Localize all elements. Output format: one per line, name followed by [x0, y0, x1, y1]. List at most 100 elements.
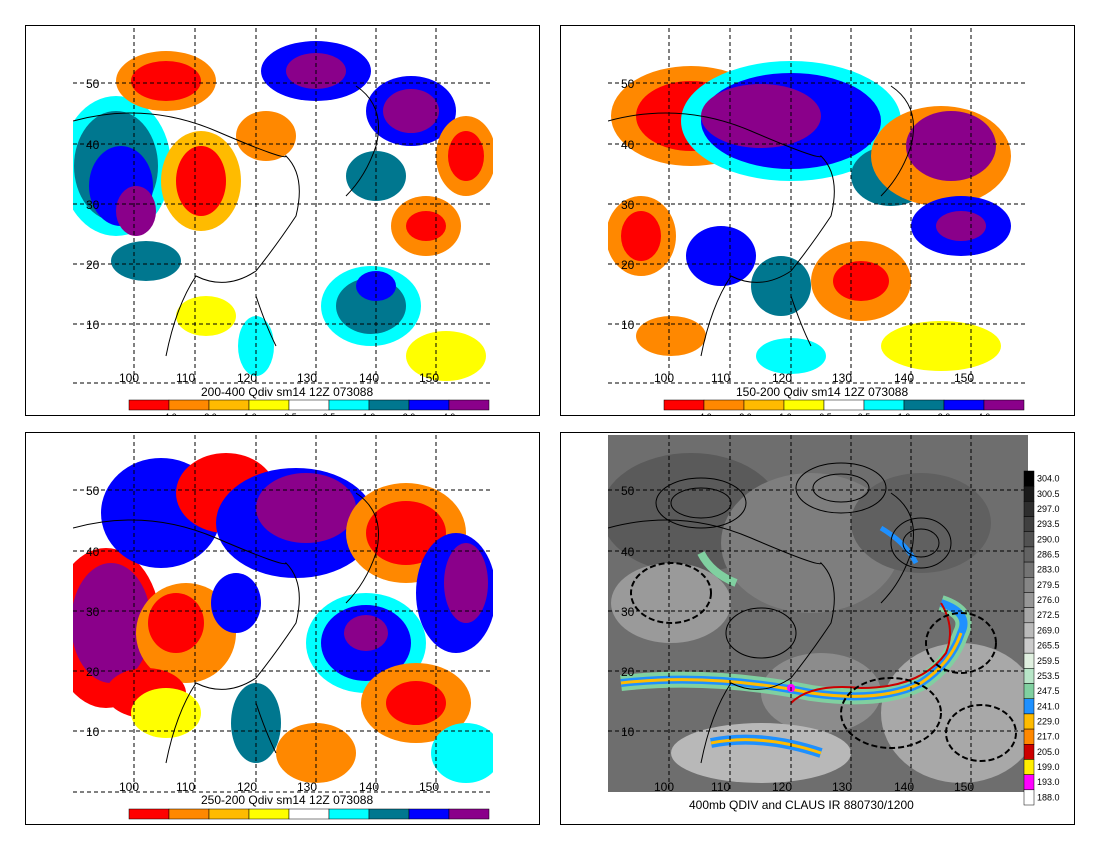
colorbar-swatch	[1023, 728, 1035, 745]
lat-label: 40	[621, 545, 635, 559]
colorbar-label: 2.0	[403, 412, 416, 415]
latitude-labels: 50 40 30 20 10	[621, 484, 635, 739]
panel-caption: 150-200 Qdiv sm14 12Z 073088	[736, 385, 908, 399]
lat-label: 20	[621, 665, 635, 679]
colorbar-label: 283.0	[1037, 565, 1060, 575]
colorbar-swatch	[1023, 698, 1035, 715]
colorbar-swatch	[1023, 683, 1035, 699]
lat-label: 30	[86, 198, 100, 212]
colorbar-swatch	[983, 399, 1025, 411]
lat-label: 10	[86, 725, 100, 739]
colorbar-label: 199.0	[1037, 762, 1060, 772]
colorbar	[128, 808, 490, 820]
colorbar-label: 0.5	[858, 412, 871, 415]
colorbar-label: 2.0	[938, 412, 951, 415]
colorbar-swatch	[128, 808, 170, 820]
colorbar-label: 188.0	[1037, 792, 1060, 802]
colorbar-swatch	[1023, 622, 1035, 639]
colorbar-swatch	[248, 808, 290, 820]
colorbar: -4.0 -2.0 -1.0 -0.5 0.5 1.0 2.0 4.0	[663, 399, 1025, 415]
colorbar-swatch	[1023, 713, 1035, 730]
colorbar-swatch	[368, 399, 410, 411]
lon-label: 100	[654, 371, 674, 385]
colorbar-swatch	[288, 808, 330, 820]
colorbar-swatch	[448, 399, 490, 411]
colorbar-swatch	[1023, 561, 1035, 578]
colorbar-swatch	[943, 399, 985, 411]
colorbar-label: -1.0	[241, 412, 257, 415]
colorbar-swatch	[783, 399, 825, 411]
colorbar-label: 0.5	[323, 412, 336, 415]
qdiv-claus-ir-map: 50 40 30 20 10 100 110 120 130 140 150 4…	[608, 435, 1060, 812]
colorbar-label: 297.0	[1037, 504, 1060, 514]
colorbar-label: -4.0	[161, 412, 177, 415]
colorbar-label: 269.0	[1037, 625, 1060, 635]
colorbar-label: 279.5	[1037, 580, 1060, 590]
colorbar-swatch	[1023, 759, 1035, 775]
graticule	[608, 435, 1028, 792]
colorbar-label: 241.0	[1037, 701, 1060, 711]
colorbar-swatch	[248, 399, 290, 411]
colorbar-swatch	[328, 808, 370, 820]
colorbar-swatch	[703, 399, 745, 411]
colorbar-label: 272.5	[1037, 610, 1060, 620]
colorbar-swatch	[663, 399, 705, 411]
colorbar-swatch	[1023, 607, 1035, 624]
colorbar-swatch	[128, 399, 170, 411]
colorbar-swatch	[1023, 516, 1035, 532]
lat-label: 30	[621, 198, 635, 212]
colorbar-swatch	[1023, 774, 1035, 791]
longitude-labels: 100 110 120 130 140 150	[654, 371, 974, 385]
colorbar-swatch	[1023, 652, 1035, 669]
lon-label: 110	[176, 780, 195, 794]
colorbar-swatch	[1023, 470, 1035, 487]
colorbar-swatch	[288, 399, 330, 411]
colorbar-swatch	[743, 399, 785, 411]
colorbar-swatch	[1023, 789, 1035, 806]
colorbar-swatch	[1023, 531, 1035, 548]
graticule	[73, 435, 493, 793]
colorbar-swatch	[328, 399, 370, 411]
colorbar-label: -2.0	[201, 412, 217, 415]
lon-label: 150	[954, 780, 974, 794]
lon-label: 120	[772, 780, 792, 794]
colorbar-swatch	[1023, 501, 1035, 517]
lon-label: 140	[894, 780, 914, 794]
lon-label: 140	[359, 371, 379, 385]
colorbar-swatch	[208, 399, 250, 411]
colorbar-label: 205.0	[1037, 747, 1060, 757]
ir-brightness-field	[608, 435, 1028, 792]
colorbar-label: 276.0	[1037, 595, 1060, 605]
colorbar-label: 4.0	[443, 412, 456, 415]
graticule	[73, 28, 493, 384]
lat-label: 50	[86, 77, 100, 91]
colorbar-label: 229.0	[1037, 717, 1060, 727]
colorbar-label: 1.0	[898, 412, 911, 415]
lon-label: 150	[954, 371, 974, 385]
colorbar-label: 286.5	[1037, 550, 1060, 560]
colorbar-swatch	[168, 399, 210, 411]
qdiv-150-200-map-panel: 50 40 30 20 10 100 110 120 130 140 150 1…	[560, 25, 1075, 416]
lat-label: 50	[86, 484, 100, 498]
latitude-labels: 50 40 30 20 10	[621, 77, 635, 332]
colorbar-swatch	[368, 808, 410, 820]
lon-label: 100	[119, 780, 139, 794]
contour-field	[73, 28, 493, 383]
colorbar-label: -1.0	[776, 412, 792, 415]
colorbar-swatch	[1023, 668, 1035, 684]
lon-label: 150	[419, 371, 439, 385]
lon-label: 150	[419, 780, 439, 794]
lon-label: 110	[711, 371, 730, 385]
lon-label: 120	[237, 371, 257, 385]
colorbar-label: 265.5	[1037, 641, 1060, 651]
qdiv-claus-ir-map-panel: 50 40 30 20 10 100 110 120 130 140 150 4…	[560, 432, 1075, 825]
colorbar-swatch	[1023, 546, 1035, 563]
colorbar-swatch	[408, 399, 450, 411]
qdiv-200-400-map: 50 40 30 20 10 100 110 120 130 140 150 2…	[73, 28, 493, 415]
lon-label: 100	[119, 371, 139, 385]
colorbar-swatch	[168, 808, 210, 820]
coastline	[608, 492, 914, 764]
colorbar-label: 1.0	[363, 412, 376, 415]
lat-label: 40	[86, 138, 100, 152]
qdiv-200-400-map-panel: 50 40 30 20 10 100 110 120 130 140 150 2…	[25, 25, 540, 416]
